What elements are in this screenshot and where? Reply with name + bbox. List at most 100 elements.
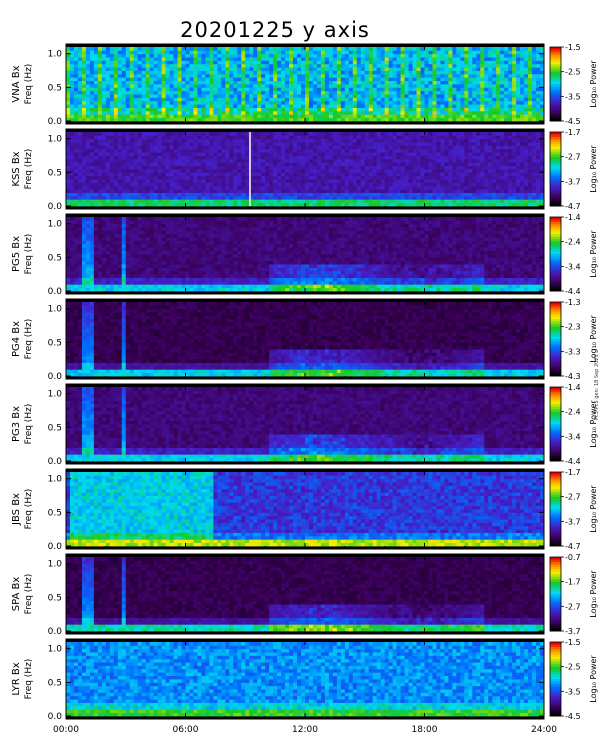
colorbar-label: Log₁₀ Power: [589, 230, 598, 278]
colorbar-segment: [550, 49, 561, 53]
colorbar-segment: [550, 268, 561, 272]
colorbar-tick-label: -0.7: [565, 553, 581, 562]
y-axis-label: Freq (Hz): [24, 404, 34, 445]
colorbar-segment: [550, 671, 561, 675]
colorbar-segment: [550, 108, 561, 112]
colorbar-segment: [550, 321, 561, 325]
colorbar-segment: [550, 191, 561, 195]
colorbar-segment: [550, 203, 561, 207]
station-label: SPA Bx: [11, 577, 22, 612]
colorbar-segment: [550, 151, 561, 155]
colorbar-segment: [550, 178, 561, 182]
colorbar-segment: [550, 579, 561, 583]
colorbar-segment: [550, 324, 561, 328]
colorbar-segment: [550, 543, 561, 547]
station-label: PG4 Bx: [11, 321, 22, 357]
y-tick-label: 1.0: [48, 50, 63, 60]
colorbar-segment: [550, 679, 561, 682]
colorbar-segment: [550, 256, 561, 260]
colorbar-segment: [550, 448, 561, 452]
colorbar-segment: [550, 523, 561, 527]
colorbar-segment: [550, 446, 561, 450]
colorbar-segment: [550, 271, 561, 275]
colorbar-segment: [550, 691, 561, 695]
colorbar-tick-label: -1.4: [565, 383, 581, 392]
spectrogram-cells: [66, 642, 545, 717]
colorbar-segment: [550, 504, 561, 508]
colorbar-segment: [550, 574, 561, 578]
spectrogram-cells: [66, 387, 545, 462]
colorbar-segment: [550, 239, 561, 243]
y-axis-label: Freq (Hz): [24, 149, 34, 190]
y-tick-label: 1.0: [48, 135, 63, 145]
colorbar-tick-label: -3.3: [565, 347, 581, 356]
colorbar-segment: [550, 659, 561, 663]
colorbar-segment: [550, 404, 561, 408]
colorbar-tick-label: -1.5: [565, 43, 581, 52]
colorbar-segment: [550, 219, 561, 223]
colorbar-segment: [550, 576, 561, 580]
colorbar-segment: [550, 494, 561, 498]
colorbar-segment: [550, 141, 561, 145]
colorbar-segment: [550, 581, 561, 585]
colorbar-segment: [550, 598, 561, 602]
colorbar-frame: [549, 641, 562, 717]
y-tick-label: 1.0: [48, 305, 63, 315]
colorbar-segment: [550, 571, 561, 575]
colorbar-segment: [550, 56, 561, 60]
x-tick-label: 18:00: [412, 725, 438, 735]
spectrogram-cells: [66, 132, 545, 207]
colorbar-segment: [550, 116, 561, 120]
colorbar-segment: [550, 278, 561, 282]
colorbar-segment: [550, 509, 561, 512]
colorbar-segment: [550, 196, 561, 200]
colorbar-segment: [550, 353, 561, 357]
colorbar-segment: [550, 111, 561, 115]
colorbar-segment: [550, 618, 561, 622]
colorbar-segment: [550, 608, 561, 612]
spectrogram-cells: [66, 302, 545, 377]
colorbar-tick-label: -1.5: [565, 638, 581, 647]
colorbar-segment: [550, 669, 561, 673]
colorbar-segment: [550, 676, 561, 680]
y-tick-label: 0.0: [48, 202, 63, 212]
colorbar-segment: [550, 217, 561, 220]
colorbar-segment: [550, 708, 561, 712]
colorbar-segment: [550, 474, 561, 478]
station-label: PG5 Bx: [11, 236, 22, 272]
colorbar-segment: [550, 47, 561, 50]
colorbar-segment: [550, 409, 561, 413]
figure-title: 20201225 y axis: [0, 18, 550, 42]
colorbar-segment: [550, 416, 561, 420]
colorbar-segment: [550, 586, 561, 590]
colorbar-segment: [550, 74, 561, 78]
colorbar-frame: [549, 301, 562, 377]
colorbar-segment: [550, 601, 561, 605]
colorbar-segment: [550, 361, 561, 365]
colorbar-label: Log₁₀ Power: [589, 655, 598, 703]
colorbar-segment: [550, 499, 561, 503]
colorbar-segment: [550, 348, 561, 352]
colorbar-segment: [550, 426, 561, 430]
station-label: PG3 Bx: [11, 406, 22, 442]
colorbar-segment: [550, 311, 561, 315]
colorbar-segment: [550, 226, 561, 230]
colorbar-segment: [550, 688, 561, 692]
spectrogram-cells: [66, 47, 545, 122]
colorbar-segment: [550, 346, 561, 350]
colorbar-segment: [550, 491, 561, 495]
colorbar-segment: [550, 329, 561, 333]
colorbar-tick-label: -3.5: [565, 92, 581, 101]
colorbar-segment: [550, 96, 561, 100]
y-tick-label: 0.0: [48, 117, 63, 127]
colorbar-segment: [550, 506, 561, 510]
colorbar-segment: [550, 526, 561, 530]
colorbar-segment: [550, 281, 561, 285]
colorbar-segment: [550, 706, 561, 710]
colorbar-label: Log₁₀ Power: [589, 60, 598, 108]
colorbar-segment: [550, 276, 561, 280]
colorbar-segment: [550, 531, 561, 535]
colorbar-segment: [550, 234, 561, 238]
y-tick-label: 0.5: [48, 338, 62, 348]
colorbar-segment: [550, 314, 561, 318]
